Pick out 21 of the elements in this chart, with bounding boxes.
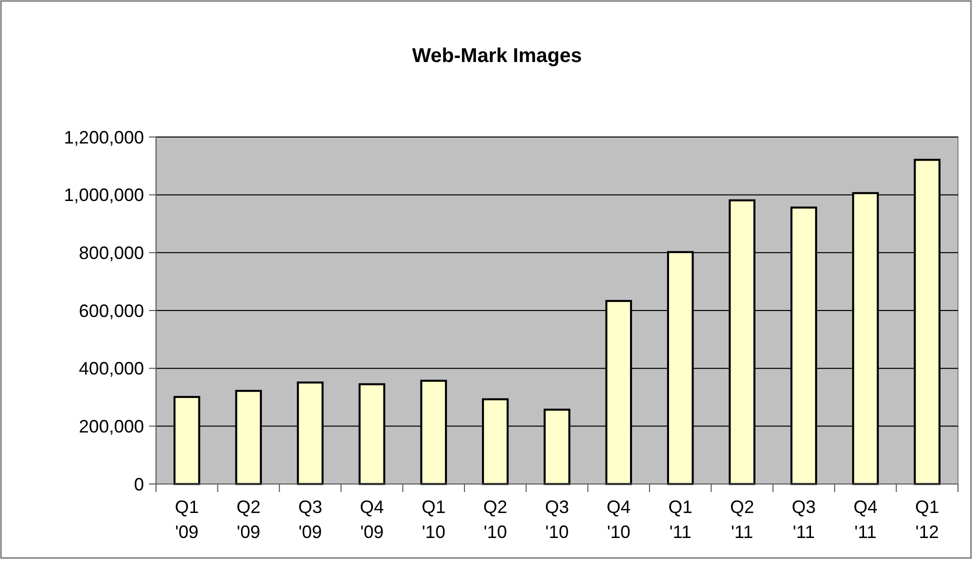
x-tick-label: Q4 '11 — [853, 497, 878, 542]
x-tick-label: Q3 '09 — [298, 497, 322, 542]
x-tick-label: Q3 '11 — [792, 497, 816, 542]
y-tick-label: 200,000 — [78, 416, 144, 436]
y-tick-label: 0 — [134, 474, 144, 494]
x-tick-label: Q2 '09 — [236, 497, 261, 542]
x-tick-label: Q1 '11 — [668, 497, 692, 542]
chart-title: Web-Mark Images — [412, 45, 582, 67]
x-tick-label: Q3 '10 — [544, 497, 570, 542]
y-tick-label: 600,000 — [78, 300, 144, 321]
x-tick-label: Q1 '12 — [915, 497, 940, 542]
y-tick-label: 1,200,000 — [64, 127, 144, 148]
y-tick-label: 800,000 — [78, 242, 144, 263]
x-tick-label: Q2 '10 — [483, 497, 508, 542]
y-tick-label: 1,000,000 — [64, 185, 144, 206]
x-tick-label: Q1 '10 — [422, 497, 446, 542]
x-tick-label: Q2 '11 — [730, 497, 754, 542]
x-tick-label: Q4 '09 — [360, 497, 384, 542]
y-tick-label: 400,000 — [78, 358, 144, 379]
x-tick-label: Q4 '10 — [606, 497, 631, 542]
x-tick-label: Q1 '09 — [174, 497, 199, 542]
